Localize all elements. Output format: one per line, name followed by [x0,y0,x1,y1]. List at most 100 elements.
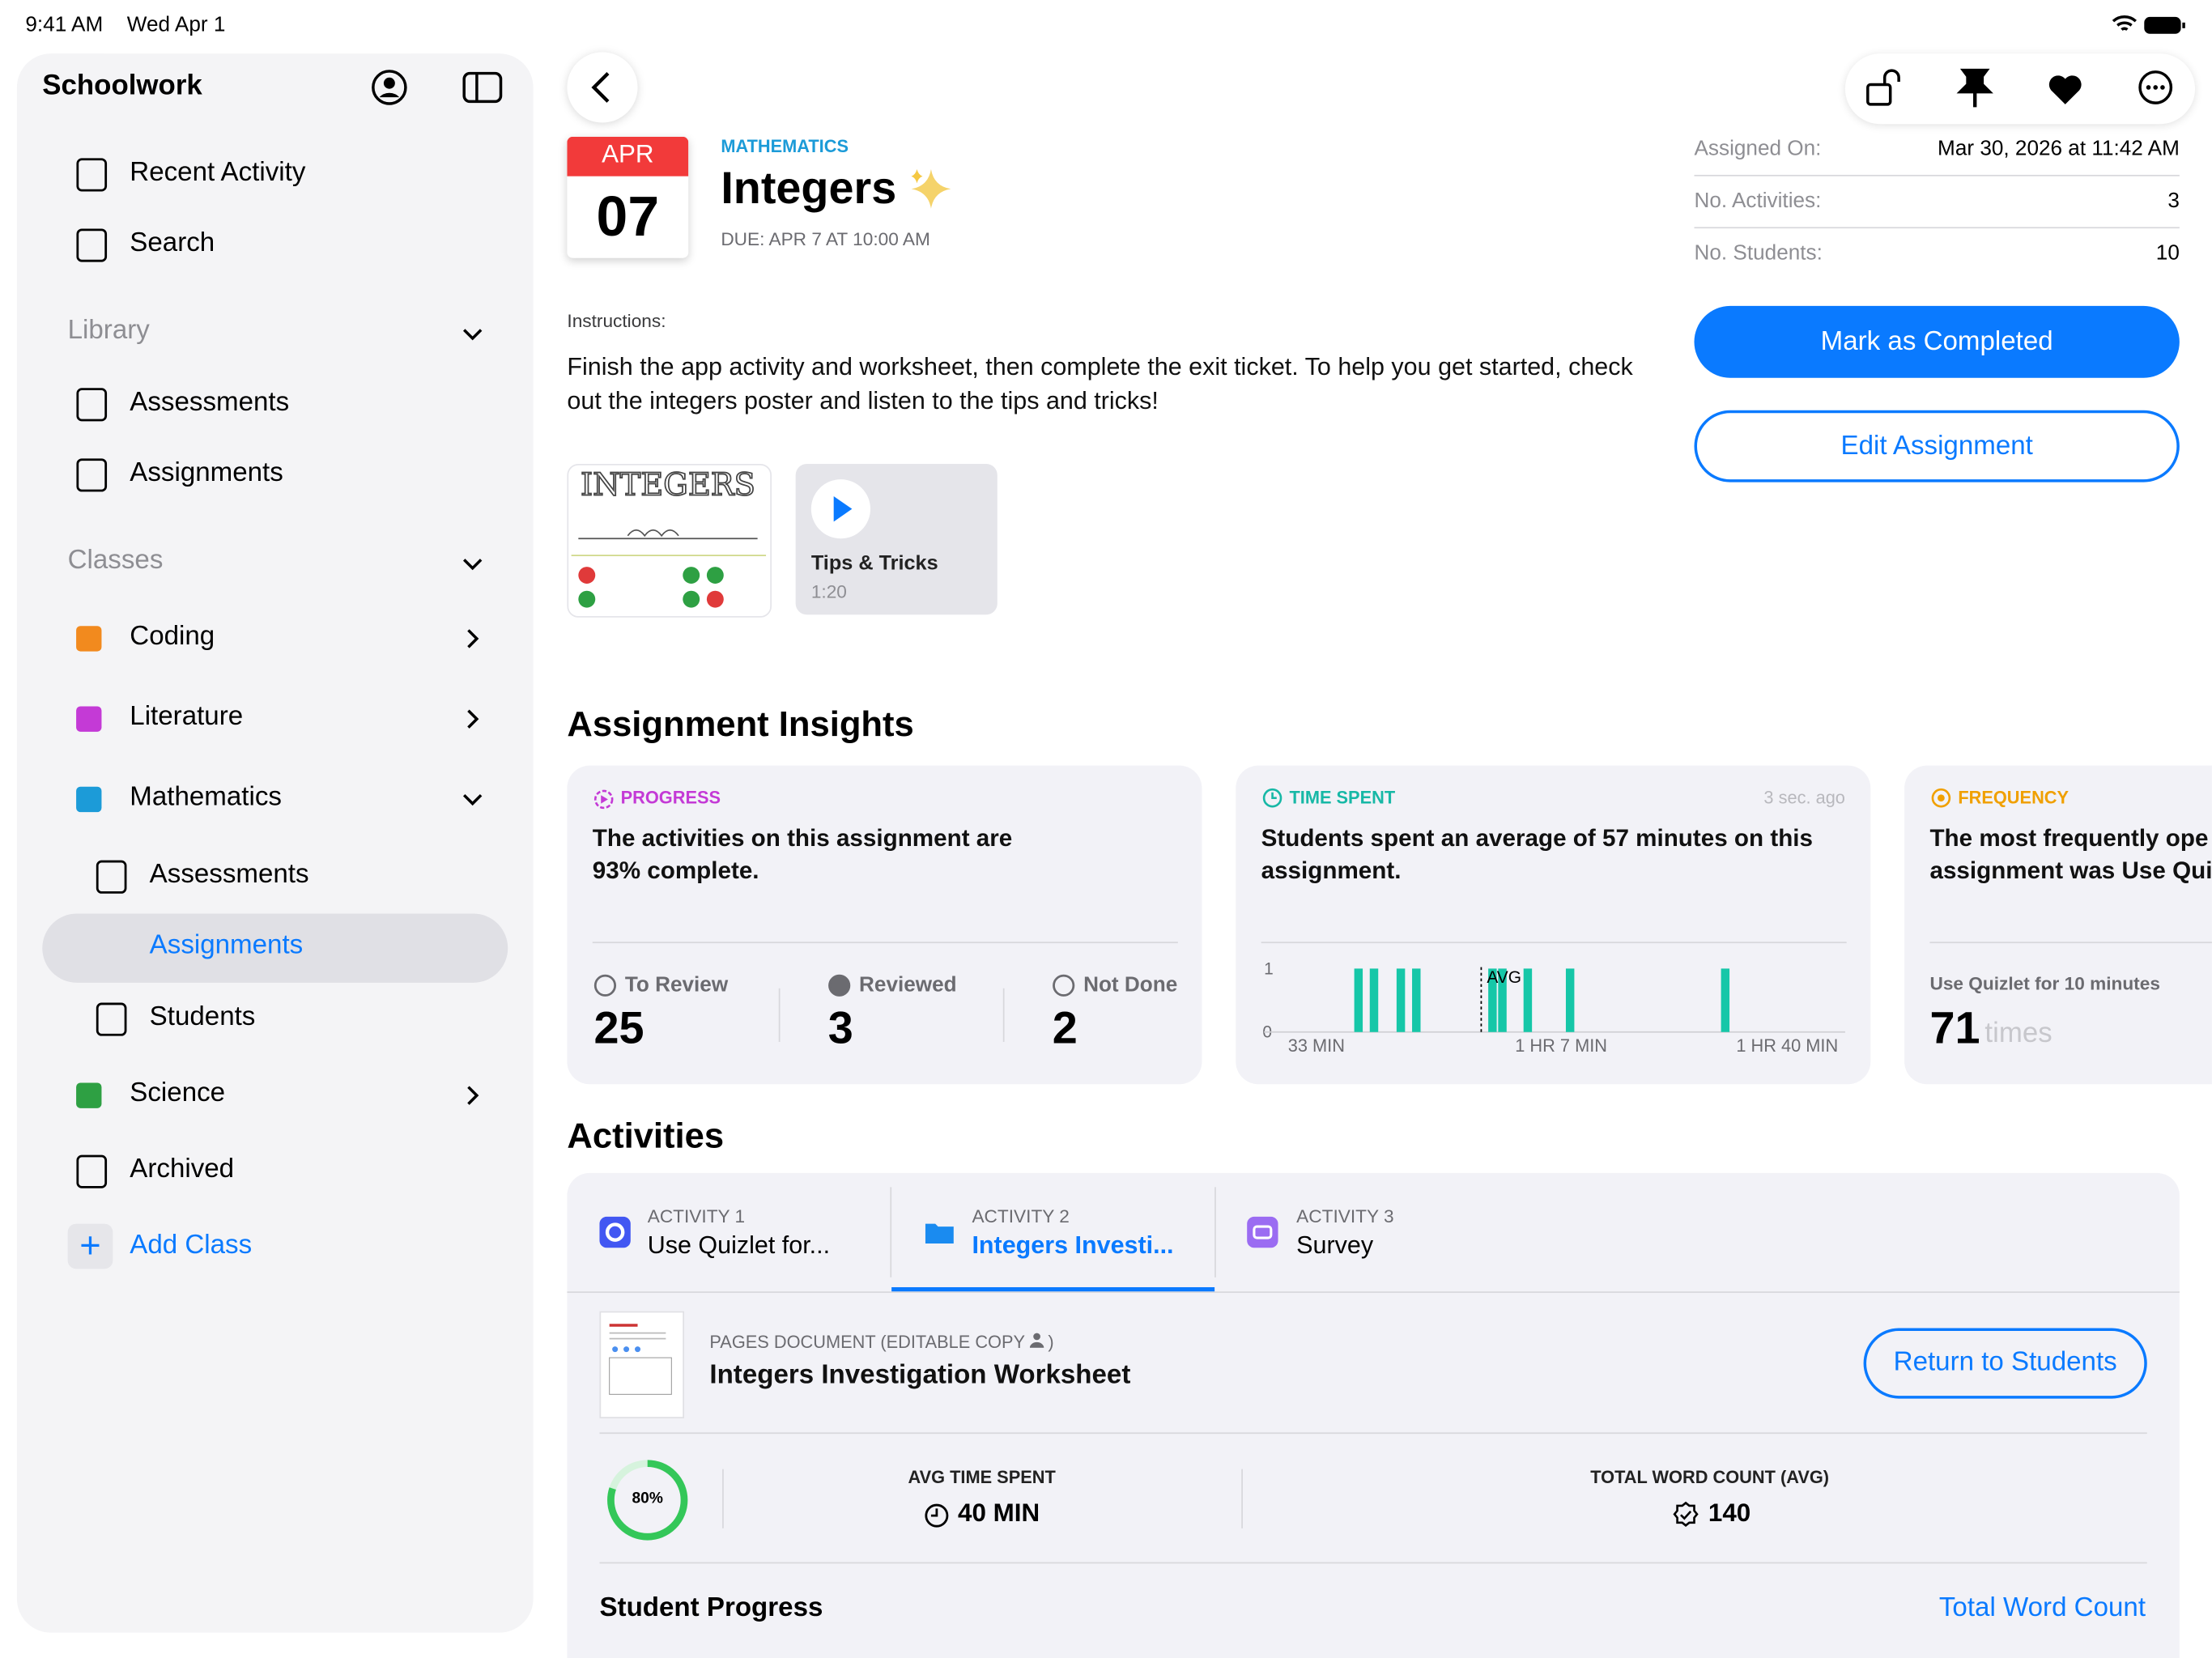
progress-card[interactable]: PROGRESS The activities on this assignme… [567,765,1202,1085]
clock-icon [925,1503,949,1528]
chevron[interactable] [460,1084,485,1107]
stat-label: Use Quizlet for 10 minutes [1929,972,2160,994]
chevron[interactable] [460,788,485,810]
frequency-icon [1931,788,1951,808]
tab-label[interactable]: ACTIVITY 3 [1296,1205,1394,1227]
sort-link[interactable]: Total Word Count [1938,1592,2146,1623]
chart-x-label: 1 HR 7 MIN [1515,1036,1607,1056]
metric-value: 140 [1708,1499,1751,1528]
chevron[interactable] [460,708,485,730]
insights-heading: Assignment Insights [567,704,914,745]
chevron[interactable] [460,553,485,576]
mark-completed-button[interactable]: Mark as Completed [1694,305,2180,378]
quizlet-icon [599,1216,631,1248]
divider [1261,942,1847,944]
edit-assignment-button[interactable]: Edit Assignment [1694,410,2180,483]
progress-ring [607,1460,688,1541]
sidebar-item[interactable]: Archived [130,1154,235,1184]
account-button[interactable] [371,69,407,105]
stat-value: 25 [593,1002,644,1053]
toolbar [1844,53,2196,125]
card-label: FREQUENCY [1958,788,2069,808]
instructions-text: Finish the app activity and worksheet, t… [567,352,1633,415]
poster-title: INTEGERS [580,467,756,504]
detail-label: No. Students: [1694,240,1823,266]
badge-icon [1673,1501,1699,1527]
sidebar-title: Schoolwork [42,70,202,102]
frequency-card[interactable]: FREQUENCY The most frequently ope assign… [1904,765,2212,1085]
sidebar-item[interactable]: Science [130,1078,226,1108]
sidebar-item[interactable]: Assessments [149,860,309,890]
stat-value: 2 [1052,1002,1078,1053]
avg-label: AVG [1487,967,1521,988]
item-icon [76,158,108,192]
sidebar-item[interactable]: Coding [130,622,215,652]
stat-icon [828,974,851,997]
class-icon [76,786,102,813]
time-chart [1264,967,1845,1033]
sidebar-item[interactable]: Literature [130,702,244,732]
sidebar-item[interactable]: Mathematics [130,782,282,813]
instructions-label: Instructions: [567,310,666,332]
play-button[interactable] [810,479,870,539]
tab-label[interactable]: ACTIVITY 1 [647,1205,746,1227]
activities-panel [567,1172,2180,1658]
assignment-title: Integers [721,162,897,213]
section-label: Classes [67,545,164,576]
sparkle [911,168,951,209]
divider [592,942,1178,944]
card-text: Students spent an average of 57 minutes … [1261,824,1814,884]
sidebar-toggle[interactable] [462,71,503,104]
divider [1929,942,2212,944]
poster-art [571,529,767,608]
tab-name[interactable]: Survey [1296,1231,1374,1260]
stat-label: Not Done [1083,972,1178,997]
poster-attachment[interactable] [567,463,772,618]
detail-label: Assigned On: [1694,136,1822,161]
chevron[interactable] [460,627,485,650]
toolbar-icons[interactable] [1865,68,2175,110]
calendar-month: APR [602,139,654,168]
sidebar-item[interactable]: Search [130,228,215,258]
progress-icon [593,789,614,810]
sidebar-item[interactable]: Assignments [149,930,304,960]
sidebar-item[interactable]: Students [149,1002,256,1032]
document-kind-text: PAGES DOCUMENT (EDITABLE COPY [709,1332,1025,1353]
sidebar-item[interactable]: Recent Activity [130,158,306,188]
divider [599,1562,2147,1564]
metric-value: 40 MIN [958,1499,1040,1528]
sidebar-item[interactable]: Assignments [130,457,283,488]
document-kind: PAGES DOCUMENT (EDITABLE COPY ) [709,1333,1053,1352]
sidebar-item[interactable]: Assessments [130,387,290,418]
progress-label: 80% [632,1490,663,1507]
card-text-line: The most frequently ope [1929,824,2209,852]
item-icon [76,1154,108,1188]
chevron[interactable] [460,323,485,346]
chart-y-top: 1 [1264,959,1274,979]
progress-arc [607,1460,688,1541]
document-name: Integers Investigation Worksheet [709,1360,1131,1391]
time-card[interactable]: TIME SPENT 3 sec. ago Students spent an … [1236,765,1871,1085]
tab-label[interactable]: ACTIVITY 2 [972,1205,1070,1227]
video-title: Tips & Tricks [810,552,938,576]
divider [1241,1469,1243,1528]
back-button[interactable] [567,52,638,123]
detail-value: 3 [2167,189,2180,213]
add-icon: + [67,1223,113,1269]
detail-value: Mar 30, 2026 at 11:42 AM [1938,136,2180,161]
return-button[interactable]: Return to Students [1863,1328,2147,1399]
divider [778,988,781,1042]
stat-label: Reviewed [859,972,957,997]
tab-name[interactable]: Integers Investi... [972,1231,1174,1260]
metric-label: TOTAL WORD COUNT (AVG) [1590,1467,1830,1488]
add-class[interactable]: Add Class [130,1231,253,1261]
divider [722,1469,724,1528]
files-icon [925,1223,954,1244]
calendar-day: 07 [596,185,660,249]
card-label: PROGRESS [620,788,721,808]
stat-icon [593,974,617,997]
updated-ago: 3 sec. ago [1763,788,1845,808]
tab-name[interactable]: Use Quizlet for... [647,1231,831,1260]
selected-row[interactable] [42,913,508,983]
